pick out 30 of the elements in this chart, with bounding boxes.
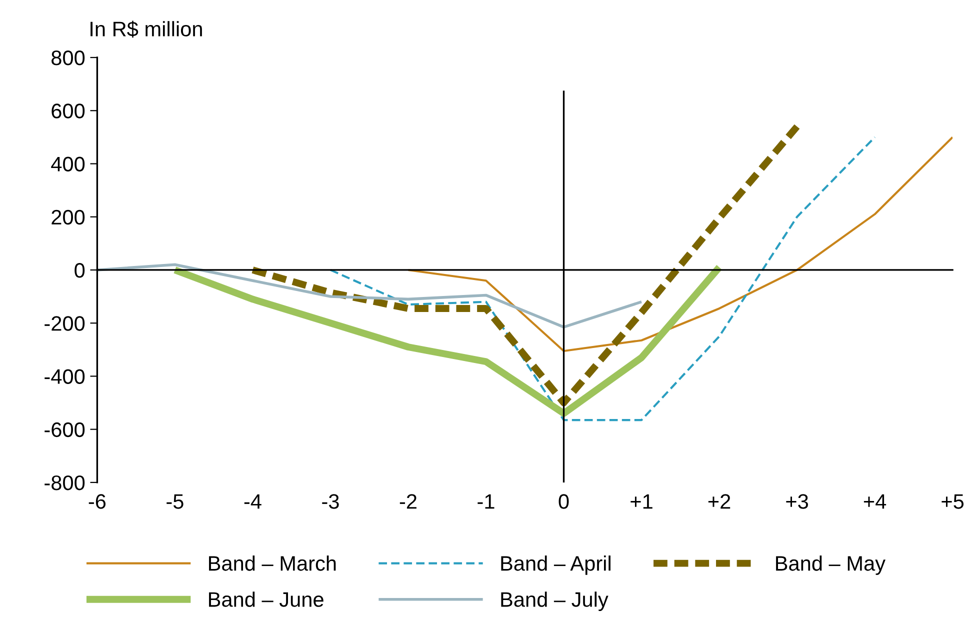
x-tick-label: 0 bbox=[558, 494, 569, 509]
legend-label: Band – April bbox=[501, 556, 610, 575]
x-tick-label: -4 bbox=[244, 494, 262, 509]
y-tick-label: 200 bbox=[52, 210, 85, 225]
line-series bbox=[97, 263, 643, 328]
x-tick-label: +5 bbox=[942, 494, 964, 509]
legend-label: Band – May bbox=[776, 556, 886, 575]
line-series bbox=[329, 136, 876, 422]
legend-label: Band – June bbox=[209, 592, 324, 607]
line-series bbox=[407, 136, 953, 352]
x-tick-label: -2 bbox=[400, 494, 416, 509]
x-tick-label: +3 bbox=[786, 494, 808, 509]
x-tick-label: +2 bbox=[708, 494, 730, 509]
x-tick-label: +4 bbox=[864, 494, 886, 509]
x-tick-label: -5 bbox=[166, 494, 184, 509]
y-tick-label: -600 bbox=[44, 422, 85, 438]
y-tick-label: 600 bbox=[52, 104, 85, 118]
y-tick-label: -800 bbox=[44, 475, 85, 490]
x-tick-label: -6 bbox=[88, 494, 106, 509]
x-tick-label: -3 bbox=[322, 494, 339, 509]
y-tick-label: 400 bbox=[51, 156, 85, 172]
y-axis-title: In R$ million bbox=[90, 20, 202, 38]
x-tick-label: +1 bbox=[630, 494, 652, 509]
y-tick-label: 800 bbox=[52, 50, 85, 66]
legend-label: Band – July bbox=[501, 592, 608, 612]
y-tick-label: -400 bbox=[44, 369, 85, 384]
y-tick-label: -200 bbox=[44, 316, 85, 331]
legend-label: Band – March bbox=[209, 556, 336, 571]
y-tick-label: 0 bbox=[74, 262, 85, 278]
x-tick-label: -1 bbox=[478, 494, 494, 509]
